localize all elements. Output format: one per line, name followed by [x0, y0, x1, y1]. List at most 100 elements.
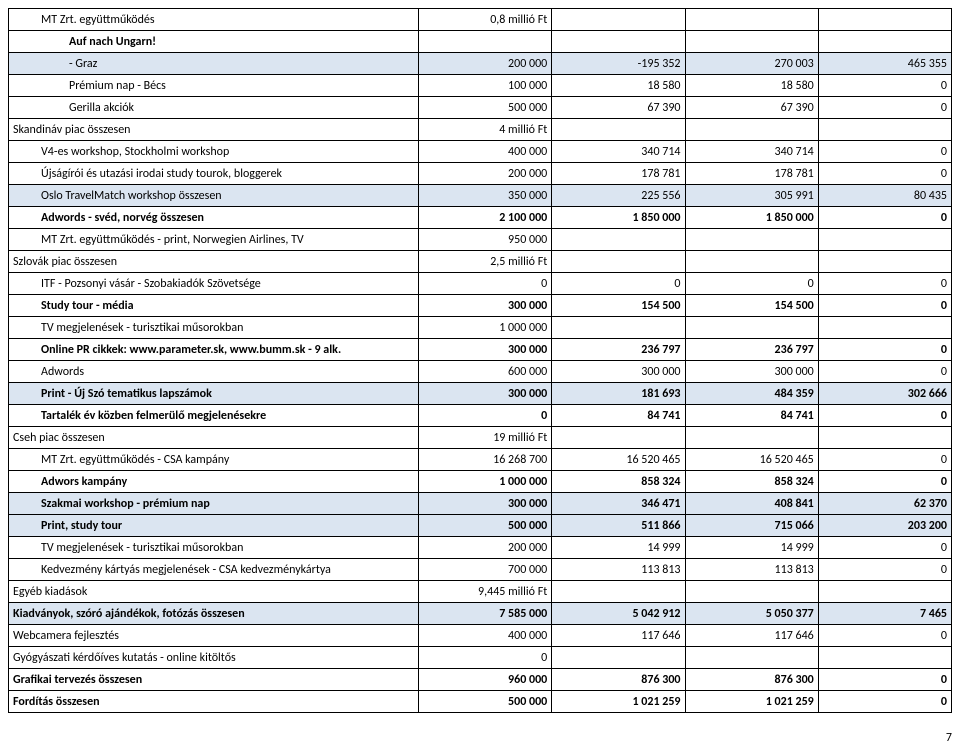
- table-row: Kedvezmény kártyás megjelenések - CSA ke…: [9, 559, 952, 581]
- table-row: Egyéb kiadások9,445 millió Ft: [9, 581, 952, 603]
- table-row: Gyógyászati kérdőíves kutatás - online k…: [9, 647, 952, 669]
- row-value: [552, 581, 685, 603]
- row-value: 0: [818, 163, 951, 185]
- row-value: 0: [818, 75, 951, 97]
- row-value: 0: [818, 625, 951, 647]
- row-value: 876 300: [685, 669, 818, 691]
- row-label: Study tour - média: [9, 295, 419, 317]
- row-value: [419, 31, 552, 53]
- row-value: 500 000: [419, 97, 552, 119]
- row-label: Prémium nap - Bécs: [9, 75, 419, 97]
- row-value: 858 324: [685, 471, 818, 493]
- row-value: 117 646: [552, 625, 685, 647]
- row-value: [685, 229, 818, 251]
- row-value: 113 813: [685, 559, 818, 581]
- table-row: Oslo TravelMatch workshop összesen350 00…: [9, 185, 952, 207]
- table-row: Szakmai workshop - prémium nap300 000346…: [9, 493, 952, 515]
- row-value: 200 000: [419, 53, 552, 75]
- row-label: Gyógyászati kérdőíves kutatás - online k…: [9, 647, 419, 669]
- row-label: Szlovák piac összesen: [9, 251, 419, 273]
- table-row: Print, study tour500 000511 866715 06620…: [9, 515, 952, 537]
- row-value: 0: [818, 273, 951, 295]
- row-value: 236 797: [552, 339, 685, 361]
- row-value: [552, 9, 685, 31]
- row-value: 340 714: [552, 141, 685, 163]
- row-label: Skandináv piac összesen: [9, 119, 419, 141]
- row-value: 0: [818, 339, 951, 361]
- row-value: 84 741: [552, 405, 685, 427]
- row-value: [818, 31, 951, 53]
- table-row: Study tour - média300 000154 500154 5000: [9, 295, 952, 317]
- row-label: Cseh piac összesen: [9, 427, 419, 449]
- row-value: 16 520 465: [552, 449, 685, 471]
- row-label: Print - Új Szó tematikus lapszámok: [9, 383, 419, 405]
- row-value: 0: [818, 691, 951, 713]
- row-label: Egyéb kiadások: [9, 581, 419, 603]
- row-value: [552, 317, 685, 339]
- row-label: Fordítás összesen: [9, 691, 419, 713]
- row-value: 1 000 000: [419, 471, 552, 493]
- row-label: Print, study tour: [9, 515, 419, 537]
- row-value: 178 781: [552, 163, 685, 185]
- row-value: 200 000: [419, 163, 552, 185]
- row-value: 154 500: [552, 295, 685, 317]
- row-value: 400 000: [419, 625, 552, 647]
- row-value: -195 352: [552, 53, 685, 75]
- row-value: [552, 427, 685, 449]
- row-value: 0: [818, 405, 951, 427]
- row-value: [818, 317, 951, 339]
- table-row: Prémium nap - Bécs100 00018 58018 5800: [9, 75, 952, 97]
- table-row: V4-es workshop, Stockholmi workshop400 0…: [9, 141, 952, 163]
- row-value: 113 813: [552, 559, 685, 581]
- table-row: Cseh piac összesen19 millió Ft: [9, 427, 952, 449]
- row-value: 500 000: [419, 691, 552, 713]
- table-row: Adwors kampány1 000 000858 324858 3240: [9, 471, 952, 493]
- row-value: [685, 427, 818, 449]
- row-label: Oslo TravelMatch workshop összesen: [9, 185, 419, 207]
- row-value: 0,8 millió Ft: [419, 9, 552, 31]
- row-value: 300 000: [419, 339, 552, 361]
- row-value: 700 000: [419, 559, 552, 581]
- row-value: 0: [685, 273, 818, 295]
- row-value: 5 042 912: [552, 603, 685, 625]
- row-label: Gerilla akciók: [9, 97, 419, 119]
- row-value: 7 585 000: [419, 603, 552, 625]
- row-value: 0: [818, 669, 951, 691]
- row-label: Online PR cikkek: www.parameter.sk, www.…: [9, 339, 419, 361]
- row-value: 0: [419, 647, 552, 669]
- row-value: 465 355: [818, 53, 951, 75]
- row-value: 300 000: [419, 295, 552, 317]
- table-row: TV megjelenések - turisztikai műsorokban…: [9, 537, 952, 559]
- row-value: 300 000: [419, 383, 552, 405]
- row-value: 225 556: [552, 185, 685, 207]
- row-value: 400 000: [419, 141, 552, 163]
- table-row: MT Zrt. együttműködés0,8 millió Ft: [9, 9, 952, 31]
- table-row: Webcamera fejlesztés400 000117 646117 64…: [9, 625, 952, 647]
- row-label: - Graz: [9, 53, 419, 75]
- row-label: Tartalék év közben felmerülő megjelenése…: [9, 405, 419, 427]
- page-number: 7: [8, 713, 960, 745]
- row-label: Adwors kampány: [9, 471, 419, 493]
- row-value: 0: [818, 559, 951, 581]
- row-value: 1 850 000: [685, 207, 818, 229]
- table-row: TV megjelenések - turisztikai műsorokban…: [9, 317, 952, 339]
- row-value: 500 000: [419, 515, 552, 537]
- row-label: MT Zrt. együttműködés - CSA kampány: [9, 449, 419, 471]
- row-value: 4 millió Ft: [419, 119, 552, 141]
- row-label: Adwords: [9, 361, 419, 383]
- table-row: Adwords - svéd, norvég összesen2 100 000…: [9, 207, 952, 229]
- row-value: 340 714: [685, 141, 818, 163]
- row-value: 14 999: [685, 537, 818, 559]
- row-value: 0: [818, 207, 951, 229]
- table-row: Újságírói és utazási irodai study tourok…: [9, 163, 952, 185]
- row-value: [552, 229, 685, 251]
- row-label: MT Zrt. együttműködés: [9, 9, 419, 31]
- row-value: 1 021 259: [685, 691, 818, 713]
- row-value: 0: [419, 405, 552, 427]
- row-value: 270 003: [685, 53, 818, 75]
- row-value: 16 268 700: [419, 449, 552, 471]
- table-row: ITF - Pozsonyi vásár - Szobakiadók Szöve…: [9, 273, 952, 295]
- row-value: 62 370: [818, 493, 951, 515]
- table-row: Skandináv piac összesen4 millió Ft: [9, 119, 952, 141]
- row-value: 715 066: [685, 515, 818, 537]
